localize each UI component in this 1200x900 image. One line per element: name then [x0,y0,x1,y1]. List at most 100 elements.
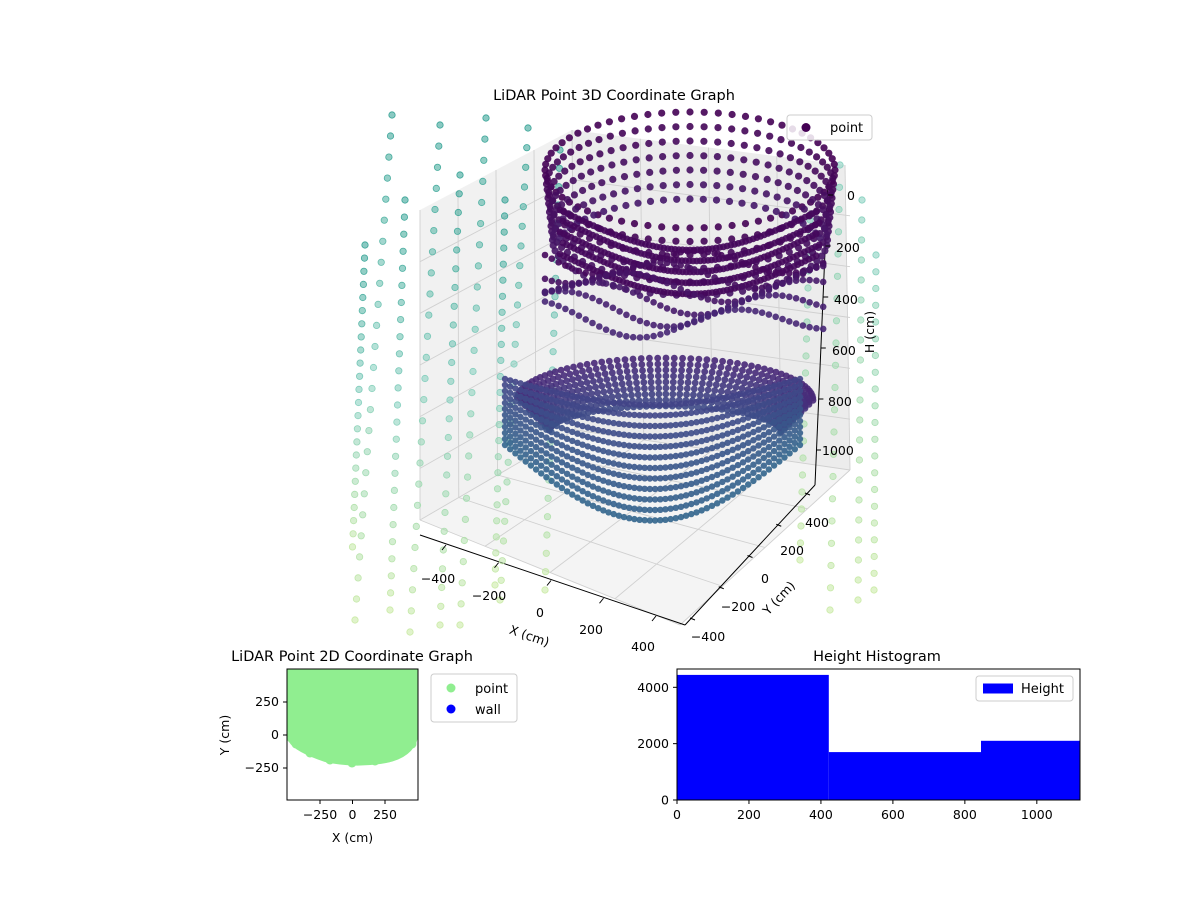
lidar-point [600,437,607,445]
lidar-point [729,473,736,480]
wall-point [460,536,468,545]
lidar-point [778,121,786,129]
lidar-point [610,430,617,437]
lidar-point [714,124,722,132]
lidar-point [781,454,788,461]
lidar-point [646,454,654,461]
lidar-point [574,476,581,483]
lidar-point [792,272,800,280]
lidar-point [579,413,586,420]
lidar-point [796,429,804,437]
lidar-point [610,500,617,508]
lidar-point [636,334,644,341]
lidar-point [672,473,679,480]
lidar-point [761,377,769,385]
lidar-point [658,236,666,244]
lidar-point [796,441,804,449]
wall-point [416,459,424,467]
lidar-point [719,394,726,402]
lidar-point [662,390,670,398]
lidar-point [620,410,628,418]
lidar-point [585,384,593,392]
lidar-point [745,414,752,421]
wall-point [463,473,472,481]
h-axis-label: H (cm) [862,311,877,353]
lidar-point [553,439,560,446]
wall-point [349,516,358,525]
lidar-point [501,411,509,419]
lidar-point [595,456,602,463]
wall-point [354,574,362,582]
lidar-point [708,444,716,452]
lidar-point [698,398,705,405]
lidar-point [543,410,550,418]
lidar-point [724,439,731,446]
lidar-point [532,429,540,436]
lidar-point [644,235,652,243]
lidar-point [765,384,773,391]
lidar-point [629,270,637,277]
lidar-point [548,288,556,295]
x-tick-label: −250 [303,807,337,822]
lidar-point [527,397,535,404]
lidar-point [517,434,524,441]
lidar-point [688,470,695,477]
x-tick-label: 0 [349,807,357,822]
lidar-point [657,485,664,492]
lidar-point [765,429,773,436]
lidar-point [574,421,581,428]
wall-point [855,436,864,444]
lidar-point [555,172,563,180]
lidar-point [597,164,605,172]
wall-point [400,213,408,221]
lidar-point [646,422,654,430]
wall-point [856,356,865,364]
lidar-point [751,187,759,195]
wall-point [523,144,531,152]
lidar-point [791,414,798,422]
lidar-point [781,434,788,441]
lidar-point [657,254,664,262]
lidar-point [569,473,576,480]
lidar-point [608,393,616,401]
x-tick-mark [441,544,447,551]
lidar-point [626,515,633,522]
wall-point [360,490,368,498]
lidar-point [662,366,670,374]
wall-point [397,298,405,307]
lidar-point [711,274,718,281]
lidar-point [762,190,771,198]
lidar-point [569,464,576,471]
lidar-point [714,405,721,412]
lidar-point [796,399,804,407]
lidar-point [781,420,788,427]
lidar-point [693,469,700,476]
lidar-point [543,174,551,182]
wall-point [425,311,433,319]
lidar-point [783,197,791,205]
lidar-point [646,506,654,514]
lidar-point [751,173,760,181]
lidar-point [765,147,773,155]
lidar-point [596,323,603,330]
wall-point [482,114,490,122]
lidar-point [726,168,734,176]
lidar-point [522,416,529,423]
lidar-point [584,500,591,507]
lidar-point [645,139,653,148]
wall-point [355,385,363,393]
wall-point [383,174,391,182]
lidar-point [786,385,793,392]
lidar-point [589,483,597,490]
x-axis-label: X (cm) [507,622,551,650]
lidar-point [621,356,629,363]
scatter2d-title: LiDAR Point 2D Coordinate Graph [231,649,473,665]
lidar-point [562,305,569,313]
lidar-point [693,399,700,406]
lidar-point [548,255,556,262]
lidar-point [758,266,766,273]
lidar-point [631,432,638,439]
lidar-point [646,366,654,374]
lidar-point [633,379,640,387]
lidar-point [734,391,742,399]
